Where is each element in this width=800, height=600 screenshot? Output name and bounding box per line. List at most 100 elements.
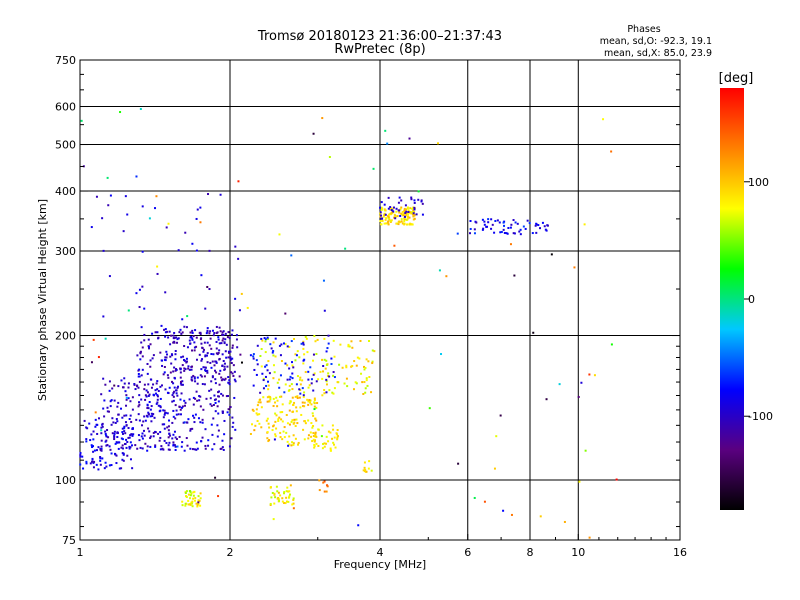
data-point: [221, 394, 224, 397]
data-point: [217, 351, 220, 354]
data-point: [341, 366, 344, 369]
data-point: [168, 386, 171, 389]
data-point: [314, 432, 317, 435]
data-point: [224, 332, 227, 335]
data-point: [502, 228, 505, 231]
data-point: [309, 401, 312, 404]
data-point: [583, 223, 586, 226]
data-point: [197, 495, 200, 498]
data-point: [193, 341, 196, 344]
data-point: [174, 349, 177, 352]
data-point: [469, 227, 472, 230]
data-point: [268, 400, 271, 403]
data-point: [206, 285, 209, 288]
data-point: [266, 369, 269, 372]
data-point: [401, 211, 404, 214]
data-point: [173, 444, 176, 447]
data-point: [113, 384, 116, 387]
data-point: [580, 381, 583, 384]
data-point: [290, 254, 293, 257]
data-point: [113, 436, 116, 439]
data-point: [231, 372, 234, 375]
data-point: [285, 431, 288, 434]
data-point: [151, 332, 154, 335]
data-point: [127, 382, 130, 385]
data-point: [127, 397, 130, 400]
data-point: [301, 401, 304, 404]
data-point: [312, 414, 315, 417]
data-point: [79, 463, 82, 466]
data-point: [192, 414, 195, 417]
data-point: [280, 360, 283, 363]
data-point: [440, 353, 443, 356]
data-point: [384, 129, 387, 132]
data-point: [141, 285, 144, 288]
data-point: [285, 414, 288, 417]
data-point: [291, 364, 294, 367]
data-point: [266, 400, 269, 403]
data-point: [311, 412, 314, 415]
data-point: [490, 218, 493, 221]
data-point: [483, 223, 486, 226]
data-point: [189, 428, 192, 431]
data-point: [332, 374, 335, 377]
data-point: [149, 365, 152, 368]
data-point: [403, 217, 406, 220]
data-point: [144, 419, 147, 422]
data-point: [325, 359, 328, 362]
data-point: [273, 371, 276, 374]
data-point: [238, 309, 241, 312]
data-point: [110, 452, 113, 455]
data-point: [209, 330, 212, 333]
data-point: [491, 223, 494, 226]
data-point: [191, 365, 194, 368]
data-point: [326, 485, 329, 488]
data-point: [121, 438, 124, 441]
data-point: [268, 395, 271, 398]
data-point: [116, 431, 119, 434]
data-point: [208, 344, 211, 347]
data-point: [326, 374, 329, 377]
data-point: [217, 336, 220, 339]
data-point: [91, 460, 94, 463]
data-point: [519, 233, 522, 236]
data-point: [367, 360, 370, 363]
data-point: [261, 372, 264, 375]
data-point: [172, 370, 175, 373]
data-point: [184, 492, 187, 495]
data-point: [169, 355, 172, 358]
data-point: [181, 383, 184, 386]
data-point: [141, 447, 144, 450]
data-point: [274, 355, 277, 358]
data-point: [507, 227, 510, 230]
data-point: [214, 382, 217, 385]
data-point: [187, 493, 190, 496]
data-point: [204, 444, 207, 447]
data-point: [167, 336, 170, 339]
data-point: [262, 387, 265, 390]
data-point: [412, 209, 415, 212]
data-point: [500, 230, 503, 233]
data-point: [137, 386, 140, 389]
data-point: [210, 347, 213, 350]
data-point: [309, 399, 312, 402]
data-point: [482, 227, 485, 230]
data-point: [201, 383, 204, 386]
data-point: [289, 400, 292, 403]
data-point: [131, 428, 134, 431]
data-point: [218, 349, 221, 352]
data-point: [302, 340, 305, 343]
data-point: [152, 435, 155, 438]
data-point: [142, 420, 145, 423]
data-point: [223, 433, 226, 436]
data-point: [329, 449, 332, 452]
data-point: [204, 447, 207, 450]
data-point: [99, 455, 102, 458]
data-point: [175, 438, 178, 441]
data-point: [513, 274, 516, 277]
data-point: [216, 435, 219, 438]
data-point: [99, 463, 102, 466]
data-point: [232, 364, 235, 367]
data-point: [383, 208, 386, 211]
data-point: [155, 392, 158, 395]
